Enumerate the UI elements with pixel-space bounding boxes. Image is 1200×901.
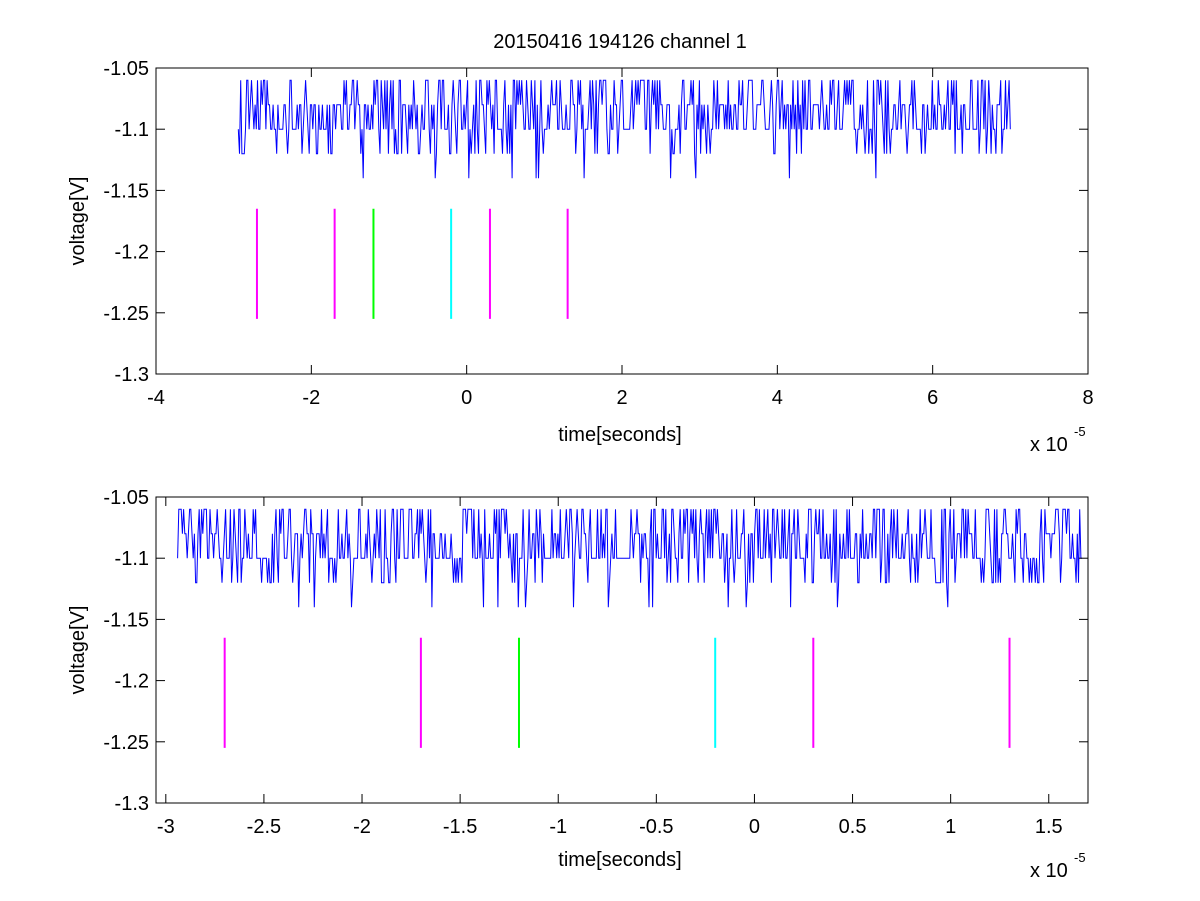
bottom-y-tick-label: -1.05: [103, 487, 149, 509]
bottom-x-tick-label: -1.5: [443, 816, 477, 838]
top-plot-x-label: time[seconds]: [558, 424, 681, 446]
top-x-tick-label: -4: [147, 387, 165, 409]
bottom-plot-y-label: voltage[V]: [67, 606, 89, 695]
top-plot-axes-box: [155, 67, 1089, 375]
bottom-x-tick-label: -2.5: [247, 816, 281, 838]
bottom-plot-x-exponent-base: x 10: [1030, 860, 1068, 882]
top-x-tick-label: 0: [461, 387, 472, 409]
top-y-tick-label: -1.05: [103, 58, 149, 80]
bottom-plot-x-exponent: -5: [1074, 850, 1086, 865]
bottom-x-tick-label: 0.5: [839, 816, 867, 838]
top-y-tick-label: -1.1: [115, 119, 149, 141]
figure-title: 20150416 194126 channel 1: [493, 31, 747, 53]
top-y-tick-label: -1.2: [115, 242, 149, 264]
bottom-x-tick-label: -0.5: [639, 816, 673, 838]
bottom-x-tick-label: 0: [749, 816, 760, 838]
bottom-plot-ticks: -3 -2.5 -2 -1.5 -1 -0.5 0 0.5 1 1.5 -1.05 -1.1 -1.15…: [103, 487, 1088, 838]
bottom-x-tick-label: -1: [549, 816, 567, 838]
top-x-tick-label: 2: [616, 387, 627, 409]
bottom-y-tick-label: -1.1: [115, 548, 149, 570]
top-plot-area: [237, 79, 1011, 319]
top-y-tick-label: -1.3: [115, 364, 149, 386]
bottom-plot-axes-box: [155, 496, 1089, 804]
bottom-y-tick-label: -1.3: [115, 793, 149, 815]
bottom-y-tick-label: -1.25: [103, 732, 149, 754]
top-y-tick-label: -1.25: [103, 303, 149, 325]
top-plot: -4 -2 0 2 4 6 8 -1.05 -1.1 -1.15 -1.2 -1.25 -1.3 tim…: [67, 58, 1094, 456]
top-x-tick-label: 4: [772, 387, 783, 409]
bottom-y-tick-label: -1.15: [103, 609, 149, 631]
top-x-tick-label: -2: [302, 387, 320, 409]
top-y-tick-label: -1.15: [103, 180, 149, 202]
bottom-plot-x-label: time[seconds]: [558, 849, 681, 871]
top-x-tick-label: 6: [927, 387, 938, 409]
bottom-x-tick-label: -2: [353, 816, 371, 838]
bottom-y-tick-label: -1.2: [115, 671, 149, 693]
top-signal-trace-0: [237, 79, 1011, 179]
top-plot-x-exponent-base: x 10: [1030, 434, 1068, 456]
top-plot-ticks: -4 -2 0 2 4 6 8 -1.05 -1.1 -1.15 -1.2 -1.25 -1.3: [103, 58, 1093, 409]
bottom-signal-trace-0: [177, 508, 1083, 608]
bottom-x-tick-label: -3: [157, 816, 175, 838]
top-plot-y-label: voltage[V]: [67, 177, 89, 266]
top-x-tick-label: 8: [1082, 387, 1093, 409]
bottom-plot: -3 -2.5 -2 -1.5 -1 -0.5 0 0.5 1 1.5 -1.05 -1.1 -1.15…: [67, 487, 1089, 882]
bottom-plot-area: [177, 508, 1083, 748]
bottom-x-tick-label: 1.5: [1035, 816, 1063, 838]
bottom-x-tick-label: 1: [945, 816, 956, 838]
top-plot-x-exponent: -5: [1074, 424, 1086, 439]
